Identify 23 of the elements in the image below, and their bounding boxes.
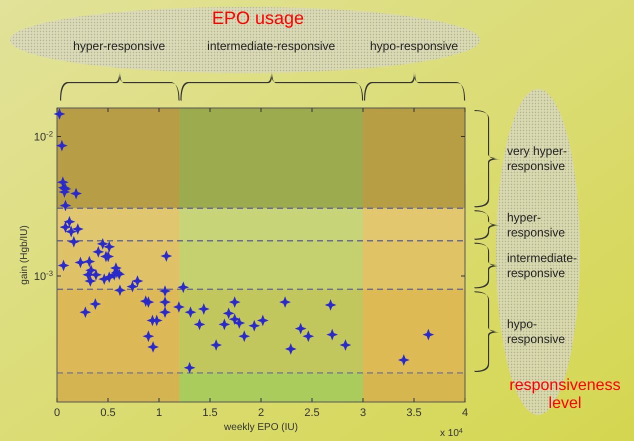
x-tick-label: 0.5 bbox=[100, 407, 116, 419]
y-axis-title: gain (Hgb/IU) bbox=[19, 225, 30, 285]
text: x 10$^{4}$ bbox=[440, 428, 463, 439]
y-tick-label: 10$^{-3}$ bbox=[34, 268, 53, 283]
x-tick-label: 2 bbox=[258, 407, 264, 419]
text: very hyper-responsive bbox=[507, 144, 568, 174]
y-tick-label: 10$^{-2}$ bbox=[34, 128, 53, 144]
x-tick-label: 0 bbox=[54, 407, 60, 419]
text: intermediate-responsive bbox=[207, 39, 336, 53]
x-tick-label: 3.5 bbox=[406, 407, 422, 419]
text: hypo-responsive bbox=[507, 317, 566, 346]
x-tick-label: 4 bbox=[462, 407, 468, 419]
x-tick-label: 1.5 bbox=[202, 407, 218, 419]
x-tick-label: 3 bbox=[360, 407, 366, 419]
x-tick-label: 1 bbox=[156, 407, 162, 419]
text: intermediate-responsive bbox=[507, 251, 578, 280]
text: responsiveness level bbox=[509, 377, 621, 412]
chart-title: EPO usage bbox=[212, 8, 304, 28]
text: hyper-responsive bbox=[73, 39, 166, 53]
text: hyper-responsive bbox=[507, 210, 566, 240]
x-axis-title: weekly EPO (IU) bbox=[223, 422, 298, 433]
text: hypo-responsive bbox=[370, 39, 458, 53]
x-tick-label: 2.5 bbox=[304, 407, 320, 419]
